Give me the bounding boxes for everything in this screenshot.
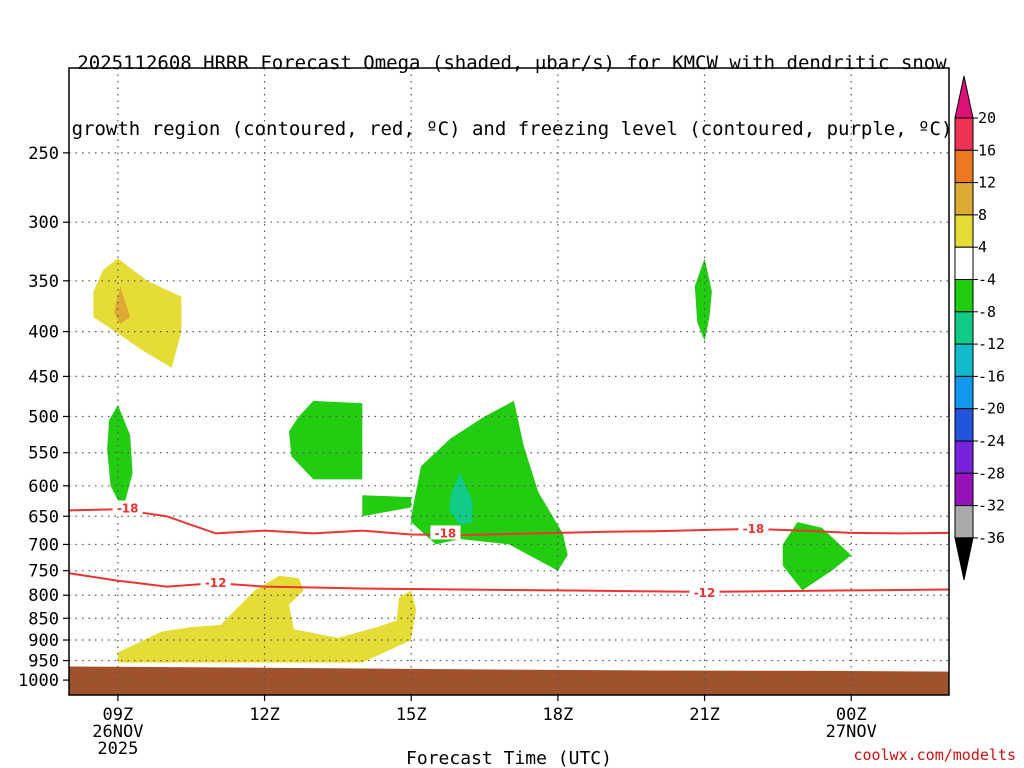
y-axis: 2503003504004505005506006507007508008509… xyxy=(18,144,69,691)
colorbar-swatch xyxy=(954,149,974,184)
colorbar-label: -16 xyxy=(978,367,1005,385)
isotherm-label-bg xyxy=(112,500,143,515)
isotherm-label: -18 xyxy=(743,522,765,536)
y-tick-label: 350 xyxy=(28,272,59,292)
omega-region-9 xyxy=(782,522,852,591)
grid-layer xyxy=(69,68,949,695)
y-tick-label: 300 xyxy=(28,213,59,233)
x-tick-label: 21Z xyxy=(689,705,720,725)
y-tick-label: 250 xyxy=(28,144,59,164)
omega-shading xyxy=(93,258,852,663)
colorbar-label: 12 xyxy=(978,174,996,192)
isotherm-line xyxy=(69,508,949,537)
colorbar-top-arrow xyxy=(954,75,974,119)
colorbar-label: -28 xyxy=(978,464,1005,482)
colorbar-swatch xyxy=(954,182,974,216)
y-tick-label: 500 xyxy=(28,407,59,427)
x-axis-label: Forecast Time (UTC) xyxy=(406,748,612,768)
isotherm-label: -12 xyxy=(694,586,716,600)
x-tick-date: 27NOV xyxy=(826,722,877,742)
terrain-fill xyxy=(69,666,949,695)
y-tick-label: 450 xyxy=(28,367,59,387)
isotherm-label-bg xyxy=(738,520,769,535)
colorbar-label: 16 xyxy=(978,141,996,159)
isotherm-label-bg xyxy=(689,584,720,599)
x-tick-label: 00Z xyxy=(836,705,867,725)
colorbar-swatch xyxy=(954,246,974,280)
omega-region-4 xyxy=(289,400,363,480)
colorbar-swatch xyxy=(954,375,974,410)
colorbar-label: -8 xyxy=(978,303,996,321)
y-tick-label: 1000 xyxy=(18,671,59,691)
chart-title-line2: growth region (contoured, red, ºC) and f… xyxy=(71,118,953,140)
x-tick-label: 15Z xyxy=(396,705,427,725)
colorbar-swatch xyxy=(954,408,974,442)
colorbar-label: 4 xyxy=(978,238,987,256)
colorbar-swatch xyxy=(954,505,974,539)
colorbar-swatch xyxy=(954,117,974,151)
isotherm-label: -18 xyxy=(435,526,457,540)
colorbar-label: -12 xyxy=(978,335,1005,353)
y-tick-label: 950 xyxy=(28,652,59,672)
omega-region-0 xyxy=(93,258,182,368)
y-tick-label: 700 xyxy=(28,535,59,555)
colorbar-label: -36 xyxy=(978,529,1005,547)
colorbar-swatch xyxy=(954,472,974,507)
colorbar-label: 8 xyxy=(978,206,987,224)
y-tick-label: 550 xyxy=(28,444,59,464)
isotherm-layer: -18 -18 -18 -12 -12 xyxy=(69,500,949,600)
watermark: coolwx.com/modelts xyxy=(853,746,1016,764)
omega-region-8 xyxy=(694,258,712,341)
colorbar-label: -24 xyxy=(978,432,1005,450)
omega-region-3 xyxy=(107,404,133,511)
y-tick-label: 750 xyxy=(28,562,59,582)
y-tick-label: 600 xyxy=(28,477,59,497)
colorbar-label: -20 xyxy=(978,400,1005,418)
y-tick-label: 650 xyxy=(28,507,59,527)
colorbar-bottom-arrow xyxy=(954,537,974,581)
y-tick-label: 400 xyxy=(28,323,59,343)
x-tick-label: 12Z xyxy=(249,705,280,725)
colorbar: 20 16 12 8 4 -4 -8 -12 -16 -20 -24 -28 -32 -36 xyxy=(954,75,1005,581)
terrain-layer xyxy=(69,666,949,695)
y-tick-label: 800 xyxy=(28,586,59,606)
colorbar-label: -4 xyxy=(978,271,996,289)
omega-region-2 xyxy=(117,575,417,663)
isotherm-label: -12 xyxy=(205,576,227,590)
colorbar-label: 20 xyxy=(978,109,996,127)
colorbar-label: -32 xyxy=(978,497,1005,515)
isotherm-label: -18 xyxy=(117,502,139,516)
omega-region-5 xyxy=(362,495,412,517)
colorbar-swatch xyxy=(954,343,974,377)
y-tick-label: 850 xyxy=(28,609,59,629)
x-tick-label: 09Z xyxy=(103,705,134,725)
colorbar-swatch xyxy=(954,440,974,474)
x-tick-label: 18Z xyxy=(543,705,574,725)
y-tick-label: 900 xyxy=(28,631,59,651)
colorbar-swatch xyxy=(954,214,974,248)
x-tick-date: 26NOV xyxy=(92,722,143,742)
isotherm-label-bg xyxy=(430,525,461,540)
plot-frame xyxy=(68,67,950,696)
x-tick-year: 2025 xyxy=(97,739,138,759)
colorbar-swatch xyxy=(954,311,974,345)
omega-region-7 xyxy=(449,472,473,525)
colorbar-swatch xyxy=(954,279,974,313)
isotherm-label-bg xyxy=(200,575,231,590)
